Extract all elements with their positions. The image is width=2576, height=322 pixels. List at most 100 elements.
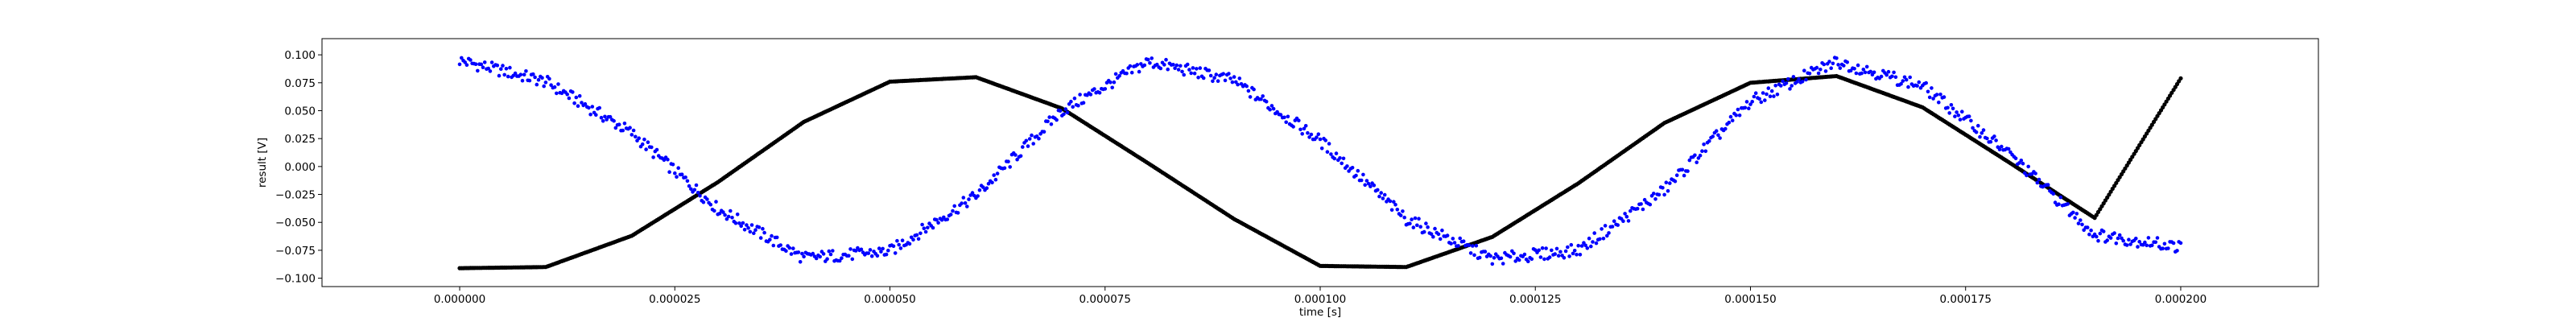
y-tick-label: 0.000 <box>284 161 316 174</box>
data-point <box>651 155 655 159</box>
data-point <box>1388 199 1393 204</box>
data-point <box>499 67 503 71</box>
data-point <box>2178 76 2183 80</box>
data-point <box>2096 238 2100 243</box>
data-point <box>1938 93 1942 97</box>
data-point <box>1081 101 1086 105</box>
data-point <box>1899 81 1903 86</box>
data-point <box>671 163 675 167</box>
data-point <box>1490 262 1495 266</box>
data-point <box>1402 215 1406 220</box>
data-point <box>840 256 844 261</box>
data-point <box>1376 188 1380 192</box>
data-point <box>1537 248 1541 253</box>
data-point <box>1315 135 1319 139</box>
data-point <box>1621 219 1625 224</box>
data-point <box>922 226 927 231</box>
data-point <box>1018 154 1023 159</box>
data-point <box>952 204 956 208</box>
data-point <box>1682 173 1686 178</box>
data-point <box>1610 225 1615 229</box>
data-point <box>2082 228 2086 233</box>
data-point <box>547 76 551 81</box>
data-point <box>1392 200 1396 204</box>
data-point <box>2175 249 2179 253</box>
data-point <box>1065 110 1070 115</box>
data-point <box>1784 81 1789 85</box>
x-tick-label: 0.000200 <box>2155 293 2207 306</box>
data-point <box>881 246 885 251</box>
data-point <box>1436 232 1441 237</box>
data-point <box>2166 246 2170 250</box>
data-point <box>1015 157 1019 162</box>
data-point <box>1642 197 1647 202</box>
data-point <box>981 185 985 189</box>
data-point <box>1661 186 1665 190</box>
data-point <box>1728 114 1733 119</box>
series-1 <box>457 73 2183 270</box>
data-point <box>787 246 792 250</box>
data-point <box>683 175 687 180</box>
data-point <box>1953 114 1957 118</box>
data-point <box>463 60 467 64</box>
data-point <box>1228 76 1232 80</box>
data-point <box>1629 208 1633 213</box>
data-point <box>1049 122 1054 126</box>
data-point <box>2117 233 2122 237</box>
data-point <box>821 252 826 256</box>
data-point <box>1773 84 1777 88</box>
data-point <box>1271 106 1276 111</box>
data-point <box>1607 231 1611 235</box>
data-point <box>1526 259 1530 264</box>
data-point <box>1702 142 1706 147</box>
data-point <box>1166 67 1170 72</box>
data-point <box>768 237 772 242</box>
data-point <box>1753 91 1758 95</box>
data-point <box>1727 120 1732 125</box>
data-point <box>1687 158 1692 163</box>
data-point <box>1297 118 1301 122</box>
data-point <box>1037 136 1041 141</box>
data-point <box>676 166 680 170</box>
data-point <box>531 72 535 76</box>
data-point <box>1422 229 1426 234</box>
data-point <box>1626 219 1631 223</box>
data-point <box>1775 93 1780 97</box>
data-point <box>1761 91 1765 95</box>
data-point <box>1128 64 1133 68</box>
data-point <box>482 60 487 64</box>
data-point <box>1976 123 1980 128</box>
data-point <box>508 65 512 70</box>
data-point <box>1592 231 1596 235</box>
data-point <box>1027 137 1032 141</box>
data-point <box>729 208 733 213</box>
data-point <box>2037 177 2041 182</box>
data-point <box>742 228 747 232</box>
data-point <box>1562 256 1567 260</box>
data-point <box>2145 243 2149 248</box>
data-point <box>1547 255 1552 259</box>
data-point <box>542 84 546 89</box>
data-point <box>687 184 691 188</box>
data-point <box>1341 156 1346 161</box>
data-point <box>1926 89 1930 94</box>
data-point <box>1467 243 1472 247</box>
data-point <box>1354 173 1358 178</box>
data-point <box>1657 192 1662 197</box>
data-point <box>2101 229 2106 233</box>
data-point <box>1807 72 1812 76</box>
data-point <box>1282 115 1286 120</box>
data-point <box>1908 75 1912 80</box>
data-point <box>995 171 1000 175</box>
data-point <box>621 128 625 133</box>
data-point <box>2073 216 2077 220</box>
data-point <box>1530 257 1534 262</box>
data-point <box>1232 75 1236 79</box>
data-point <box>2046 183 2050 187</box>
data-point <box>827 249 832 254</box>
data-point <box>701 200 706 204</box>
data-point <box>1452 241 1457 245</box>
data-point <box>497 73 502 78</box>
data-point <box>1417 217 1421 221</box>
